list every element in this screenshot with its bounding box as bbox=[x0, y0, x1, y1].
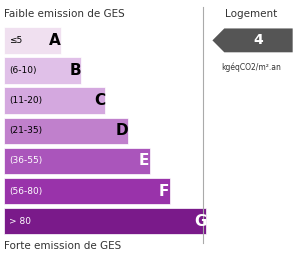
FancyBboxPatch shape bbox=[4, 178, 170, 204]
Text: G: G bbox=[194, 214, 207, 229]
Text: 4: 4 bbox=[254, 33, 263, 47]
Text: Forte emission de GES: Forte emission de GES bbox=[4, 241, 122, 251]
FancyBboxPatch shape bbox=[4, 148, 150, 174]
FancyBboxPatch shape bbox=[4, 208, 206, 235]
FancyBboxPatch shape bbox=[4, 57, 81, 84]
Text: (6-10): (6-10) bbox=[9, 66, 36, 75]
Text: Faible emission de GES: Faible emission de GES bbox=[4, 9, 125, 19]
Text: B: B bbox=[69, 63, 81, 78]
Text: kgéqCO2/m².an: kgéqCO2/m².an bbox=[221, 63, 281, 72]
FancyBboxPatch shape bbox=[4, 87, 105, 114]
Text: E: E bbox=[139, 153, 149, 168]
FancyBboxPatch shape bbox=[4, 118, 127, 144]
Text: (21-35): (21-35) bbox=[9, 126, 42, 135]
Text: C: C bbox=[94, 93, 105, 108]
Text: (56-80): (56-80) bbox=[9, 186, 42, 196]
Text: D: D bbox=[116, 123, 128, 138]
Text: (36-55): (36-55) bbox=[9, 157, 42, 165]
Text: A: A bbox=[49, 33, 61, 48]
Polygon shape bbox=[212, 28, 293, 52]
Text: (11-20): (11-20) bbox=[9, 96, 42, 105]
Text: ≤5: ≤5 bbox=[9, 36, 22, 45]
FancyBboxPatch shape bbox=[4, 27, 61, 54]
Text: F: F bbox=[159, 184, 169, 199]
Text: Logement: Logement bbox=[225, 9, 277, 19]
Text: > 80: > 80 bbox=[9, 217, 31, 226]
